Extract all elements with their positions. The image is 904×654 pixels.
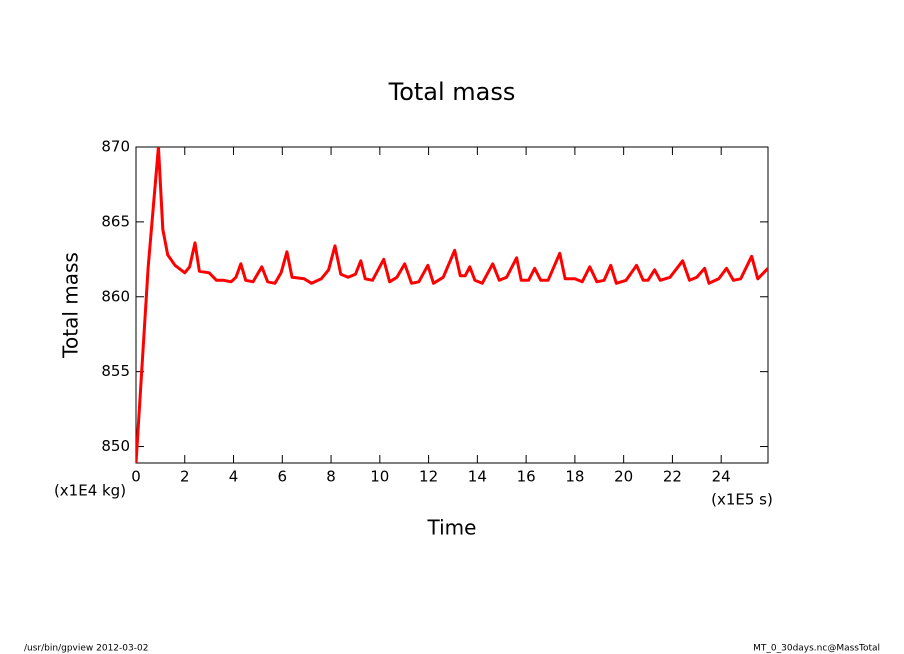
x-tick-label: 0 bbox=[131, 468, 141, 486]
x-tick-label: 10 bbox=[370, 468, 389, 486]
footer-right: MT_0_30days.nc@MassTotal bbox=[753, 644, 880, 654]
y-tick-label: 850 bbox=[101, 437, 130, 455]
y-tick-label: 870 bbox=[101, 138, 130, 156]
x-tick-label: 14 bbox=[468, 468, 487, 486]
footer-left: /usr/bin/gpview 2012-03-02 bbox=[24, 644, 148, 654]
x-tick-label: 22 bbox=[663, 468, 682, 486]
x-tick-label: 4 bbox=[229, 468, 239, 486]
y-unit: (x1E4 kg) bbox=[54, 482, 126, 500]
x-unit: (x1E5 s) bbox=[711, 491, 773, 509]
x-tick-label: 6 bbox=[278, 468, 288, 486]
y-tick-label: 855 bbox=[101, 362, 130, 380]
y-tick-label: 860 bbox=[101, 287, 130, 305]
x-tick-label: 16 bbox=[517, 468, 536, 486]
y-axis-label: Total mass bbox=[59, 252, 83, 359]
chart-title: Total mass bbox=[388, 78, 516, 106]
x-tick-label: 12 bbox=[419, 468, 438, 486]
y-tick-label: 865 bbox=[101, 212, 130, 230]
x-tick-label: 20 bbox=[614, 468, 633, 486]
plot-frame bbox=[135, 146, 769, 464]
x-tick-label: 18 bbox=[565, 468, 584, 486]
x-axis-label: Time bbox=[427, 516, 477, 540]
x-tick-label: 2 bbox=[180, 468, 190, 486]
data-line bbox=[136, 147, 768, 463]
x-tick-label: 24 bbox=[712, 468, 731, 486]
x-tick-label: 8 bbox=[326, 468, 336, 486]
